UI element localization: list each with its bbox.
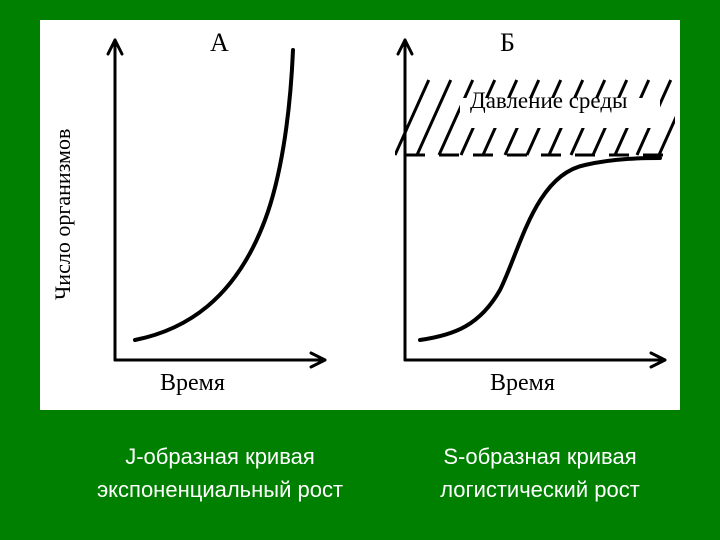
chart-a-x-axis-label: Время <box>160 370 225 397</box>
caption-right: S-образная кривая логистический рост <box>390 440 690 506</box>
chart-a-label: А <box>210 28 229 58</box>
slide-background: А Число организмов Время Б Давление сред… <box>0 0 720 540</box>
caption-left-line1: J-образная кривая <box>70 440 370 473</box>
chart-b-x-axis-label: Время <box>490 370 555 397</box>
y-axis-label: Число организмов <box>50 70 76 300</box>
figure-panel: А Число организмов Время Б Давление сред… <box>40 20 680 410</box>
caption-right-line1: S-образная кривая <box>390 440 690 473</box>
chart-a <box>105 30 335 370</box>
caption-left-line2: экспоненциальный рост <box>70 473 370 506</box>
environment-pressure-label: Давление среды <box>470 88 628 114</box>
caption-right-line2: логистический рост <box>390 473 690 506</box>
caption-left: J-образная кривая экспоненциальный рост <box>70 440 370 506</box>
chart-b <box>395 30 675 370</box>
chart-b-label: Б <box>500 28 515 58</box>
